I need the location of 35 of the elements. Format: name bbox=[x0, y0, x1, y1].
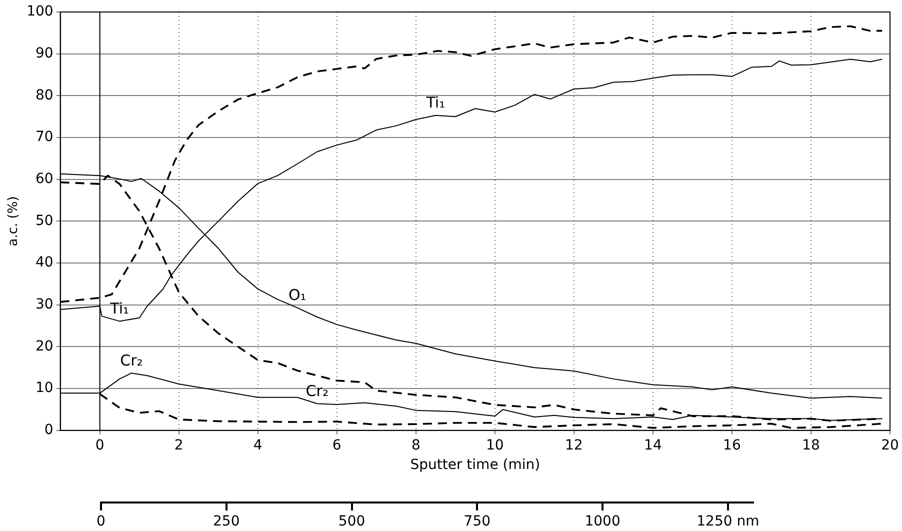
x2-tick-label: 1000 bbox=[584, 514, 620, 530]
y-tick-label: 30 bbox=[35, 296, 54, 313]
y-tick-label: 60 bbox=[35, 171, 54, 187]
x-tick-label: 14 bbox=[644, 437, 662, 454]
x-tick-label: 16 bbox=[723, 437, 741, 454]
y-tick-label: 10 bbox=[35, 380, 54, 396]
annotation: O₁ bbox=[288, 286, 306, 304]
x-tick-label: 2 bbox=[174, 437, 184, 454]
x2-tick-label: 0 bbox=[96, 514, 106, 530]
x-tick-label: 8 bbox=[411, 437, 420, 454]
y-tick-label: 40 bbox=[35, 254, 54, 271]
x2-tick-label: 500 bbox=[338, 514, 366, 530]
y-tick-label: 90 bbox=[35, 45, 54, 62]
x-tick-label: 6 bbox=[332, 437, 342, 454]
x2-tick-label: 750 bbox=[464, 514, 491, 530]
annotation: Cr₂ bbox=[306, 382, 328, 400]
annotation: Ti₁ bbox=[109, 300, 130, 318]
y-tick-label: 20 bbox=[35, 338, 54, 354]
y-axis-title: a.c. (%) bbox=[6, 196, 22, 246]
x-tick-label: 18 bbox=[802, 437, 820, 454]
annotation: Cr₂ bbox=[120, 351, 143, 370]
x-tick-label: 12 bbox=[565, 437, 583, 454]
x2-tick-label: 250 bbox=[213, 514, 240, 530]
y-tick-label: 70 bbox=[35, 129, 54, 146]
x-tick-label: 20 bbox=[881, 437, 899, 454]
x-tick-label: 0 bbox=[95, 437, 104, 454]
x-axis-title: Sputter time (min) bbox=[410, 457, 540, 474]
y-tick-label: 0 bbox=[44, 422, 54, 438]
y-tick-label: 80 bbox=[35, 87, 54, 104]
x-tick-label: 4 bbox=[253, 437, 262, 454]
x-tick-label: 10 bbox=[486, 437, 504, 454]
y-tick-label: 100 bbox=[26, 4, 54, 20]
annotation: Ti₁ bbox=[425, 94, 446, 112]
x2-tick-label: 1250 nm bbox=[696, 514, 760, 530]
y-tick-label: 50 bbox=[35, 212, 54, 229]
